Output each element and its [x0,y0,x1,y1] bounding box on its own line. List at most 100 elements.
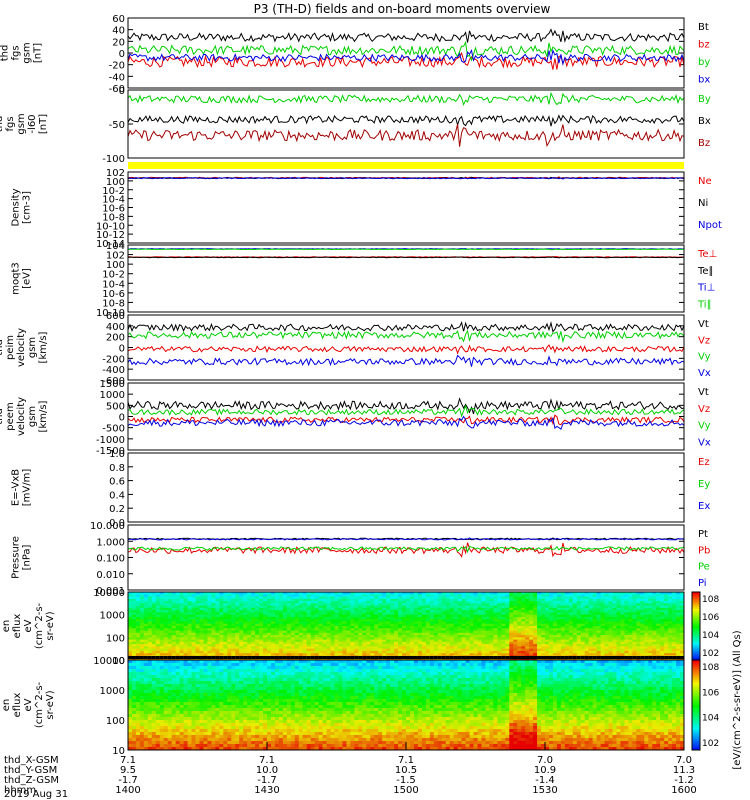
heat-cell [469,626,475,629]
heat-cell [318,666,324,670]
heat-cell [636,612,641,616]
heat-cell [274,619,280,622]
heat-cell [584,596,590,600]
heat-cell [219,619,224,622]
heat-cell [211,623,216,627]
heat-cell [267,614,272,618]
heat-cell [263,607,268,611]
heat-cell [612,646,617,650]
heat-cell [552,626,558,629]
heat-cell [326,623,332,627]
heat-cell [481,648,486,652]
heat-cell [417,632,423,636]
heat-cell [358,607,363,611]
heat-cell [235,623,240,627]
heat-cell [652,612,657,616]
heat-cell [278,639,284,643]
heat-cell [155,646,161,650]
heat-cell [656,601,661,604]
heat-cell [259,639,264,643]
heat-cell [203,616,208,620]
heat-cell [612,632,617,636]
heat-cell [179,663,185,667]
heat-cell [572,628,578,632]
heat-cell [128,628,133,632]
heat-cell [664,623,669,627]
heat-cell [239,650,244,654]
heat-cell [223,610,228,613]
heat-cell [612,619,617,622]
heat-cell [378,598,383,602]
heat-cell [640,657,645,661]
heat-cell [445,616,451,620]
heat-cell [294,628,300,632]
heat-cell [386,666,391,670]
heat-cell [640,616,645,620]
heat-cell [469,650,475,654]
heat-cell [624,648,629,652]
heat-cell [612,612,617,616]
heat-cell [517,612,522,616]
heat-cell [243,650,248,654]
heat-cell [493,598,498,602]
panel-frame [127,452,685,523]
heat-cell [564,614,570,618]
heat-cell [485,623,490,627]
heat-cell [413,616,419,620]
heat-cell [243,639,248,643]
heat-cell [485,614,490,618]
heat-cell [548,623,554,627]
heat-cell [282,648,288,652]
heat-cell [310,596,316,600]
heat-cell [278,628,284,632]
heat-cell [676,632,681,636]
heat-cell [354,632,359,636]
heat-cell [191,605,197,609]
dot-band [640,656,645,659]
heat-cell [449,653,455,656]
heat-cell [620,650,625,654]
heat-cell [417,635,423,638]
heat-cell [398,660,403,664]
heat-cell [640,639,645,643]
ylabel-line: en [1,699,12,712]
heat-cell [151,650,157,654]
heat-cell [298,610,304,613]
heat-cell [251,637,256,641]
heat-cell [640,607,645,611]
heat-cell [362,626,367,629]
heat-cell [390,614,395,618]
heat-cell [207,657,212,661]
heat-cell [409,603,415,607]
heat-cell [298,626,304,629]
heat-cell [235,616,240,620]
dot-band [541,656,545,659]
heat-cell [592,619,598,622]
heat-cell [191,607,197,611]
heat-cell [330,666,336,670]
heat-cell [263,594,268,598]
heat-cell [580,619,586,622]
heat-cell [350,592,355,595]
heat-cell [128,603,133,607]
heat-cell [338,610,343,613]
heat-cell [592,594,598,598]
heat-cell [457,594,463,598]
heat-cell [517,623,522,627]
heat-cell [354,596,359,600]
heat-cell [429,592,435,595]
heat-cell [255,614,260,618]
heat-cell [592,626,598,629]
heat-cell [223,653,228,656]
heat-cell [672,605,677,609]
heat-cell [239,639,244,643]
heat-cell [263,592,268,595]
heat-cell [350,601,355,604]
heat-cell [286,657,292,661]
heat-cell [322,653,328,656]
heat-cell [207,660,212,664]
heat-cell [354,628,359,632]
heat-cell [398,657,403,661]
heat-cell [207,639,212,643]
heat-cell [501,639,506,643]
